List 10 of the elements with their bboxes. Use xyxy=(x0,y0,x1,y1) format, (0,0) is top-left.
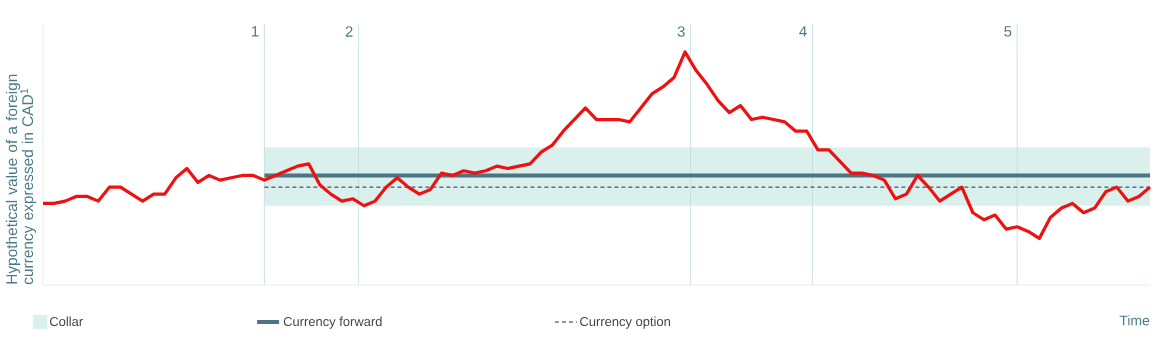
text: 4 xyxy=(799,26,807,37)
legend-label: Currency forward xyxy=(283,316,382,329)
legend-label: Collar xyxy=(49,316,83,327)
y-axis-title: Hypothetical value of a foreign currency expressed in CAD$^{1}$ xyxy=(5,74,37,285)
text: 5 xyxy=(1004,26,1012,37)
text: 2 xyxy=(345,26,353,37)
x-axis-title: Time xyxy=(1119,315,1150,326)
text: 3 xyxy=(677,26,685,37)
text: 1 xyxy=(252,26,259,37)
legend-label: Currency option xyxy=(580,316,670,329)
